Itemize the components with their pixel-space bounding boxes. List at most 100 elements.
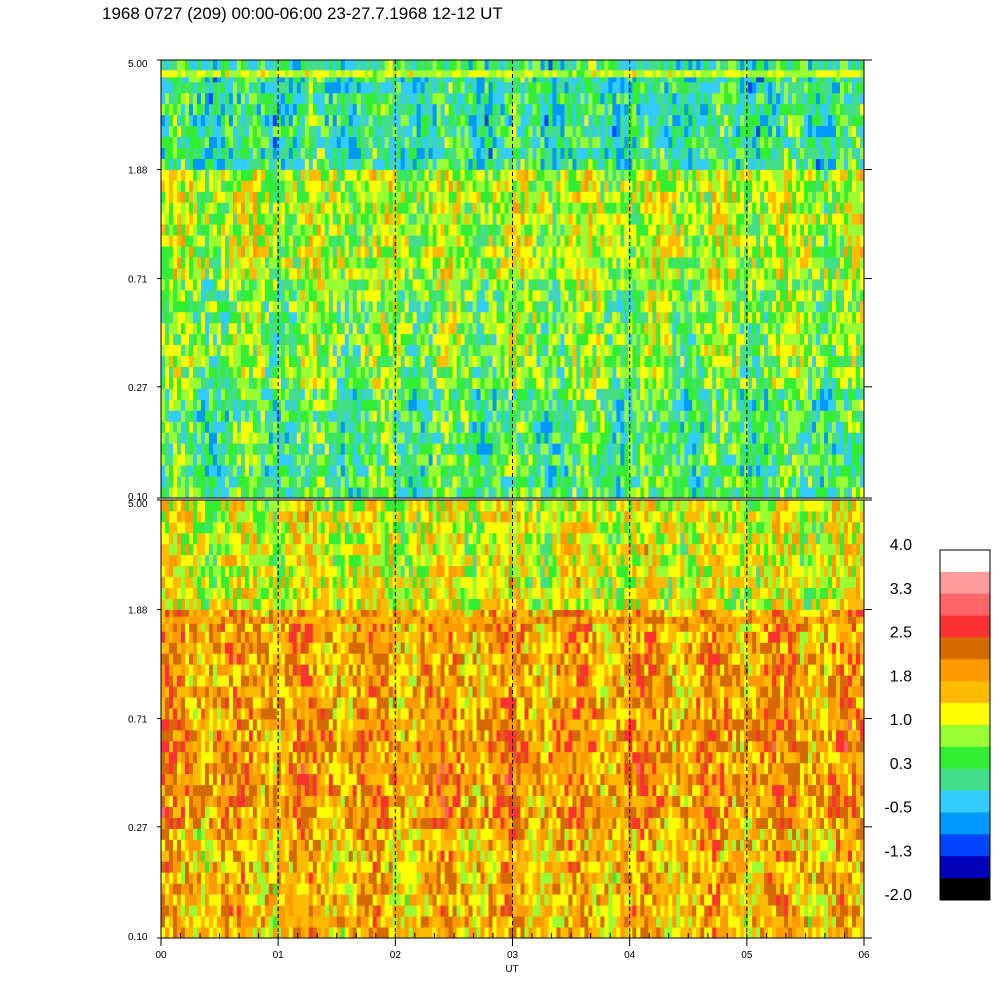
heatmap-cell bbox=[256, 191, 262, 203]
heatmap-cell bbox=[440, 399, 445, 411]
heatmap-cell bbox=[700, 355, 705, 367]
heatmap-cell bbox=[312, 246, 318, 258]
heatmap-cell bbox=[384, 487, 390, 498]
heatmap-cell bbox=[568, 421, 573, 433]
heatmap-cell bbox=[568, 235, 573, 247]
heatmap-cell bbox=[576, 432, 581, 444]
heatmap-cell bbox=[268, 213, 274, 225]
heatmap-cell bbox=[196, 465, 202, 477]
heatmap-cell bbox=[356, 443, 362, 455]
heatmap-cell bbox=[768, 333, 773, 346]
heatmap-cell bbox=[320, 322, 326, 335]
heatmap-cell bbox=[208, 268, 214, 280]
heatmap-cell bbox=[624, 246, 629, 258]
heatmap-cell bbox=[204, 476, 210, 488]
heatmap-cell bbox=[292, 289, 298, 302]
heatmap-cell bbox=[692, 465, 697, 477]
heatmap-cell bbox=[552, 410, 557, 422]
heatmap-cell bbox=[500, 355, 505, 367]
heatmap-cell bbox=[776, 443, 781, 455]
heatmap-cell bbox=[772, 246, 777, 258]
heatmap-cell bbox=[556, 289, 561, 302]
heatmap-cell bbox=[488, 333, 493, 346]
heatmap-cell bbox=[224, 279, 230, 291]
heatmap-cell bbox=[616, 487, 621, 498]
heatmap-cell bbox=[260, 333, 266, 346]
heatmap-cell bbox=[764, 322, 769, 335]
heatmap-cell bbox=[388, 235, 394, 247]
heatmap-cell bbox=[336, 333, 342, 346]
heatmap-cell bbox=[336, 388, 342, 400]
heatmap-cell bbox=[208, 322, 214, 335]
heatmap-cell bbox=[652, 235, 657, 247]
heatmap-cell bbox=[432, 279, 437, 291]
heatmap-cell bbox=[808, 410, 813, 422]
heatmap-cell bbox=[272, 454, 278, 466]
heatmap-cell bbox=[532, 421, 537, 433]
heatmap-cell bbox=[604, 421, 609, 433]
heatmap-cell bbox=[852, 289, 857, 302]
heatmap-cell bbox=[780, 300, 785, 313]
heatmap-cell bbox=[192, 344, 198, 357]
heatmap-cell bbox=[436, 399, 441, 411]
heatmap-cell bbox=[620, 202, 625, 214]
heatmap-cell bbox=[384, 410, 390, 422]
heatmap-cell bbox=[432, 257, 437, 269]
heatmap-cell bbox=[808, 224, 813, 236]
heatmap-cell bbox=[844, 235, 849, 247]
heatmap-cell bbox=[208, 224, 214, 236]
heatmap-cell bbox=[268, 487, 274, 498]
heatmap-cell bbox=[476, 257, 481, 269]
heatmap-cell bbox=[456, 289, 461, 302]
heatmap-cell bbox=[456, 454, 461, 466]
heatmap-cell bbox=[748, 246, 753, 258]
heatmap-cell bbox=[820, 443, 825, 455]
heatmap-cell bbox=[740, 487, 745, 498]
heatmap-cell bbox=[380, 246, 386, 258]
heatmap-cell bbox=[352, 487, 358, 498]
heatmap-cell bbox=[828, 235, 833, 247]
heatmap-cell bbox=[204, 202, 210, 214]
heatmap-cell bbox=[460, 322, 465, 335]
heatmap-cell bbox=[532, 377, 537, 389]
heatmap-cell bbox=[832, 388, 837, 400]
heatmap-cell bbox=[604, 300, 609, 313]
heatmap-cell bbox=[668, 421, 673, 433]
heatmap-cell bbox=[404, 377, 410, 389]
heatmap-cell bbox=[360, 235, 366, 247]
heatmap-cell bbox=[280, 300, 286, 313]
heatmap-cell bbox=[456, 213, 461, 225]
heatmap-cell bbox=[392, 388, 398, 400]
heatmap-cell bbox=[740, 202, 745, 214]
heatmap-cell bbox=[340, 487, 346, 498]
heatmap-cell bbox=[404, 476, 410, 488]
heatmap-cell bbox=[512, 202, 517, 214]
heatmap-cell bbox=[368, 279, 374, 291]
heatmap-cell bbox=[612, 487, 617, 498]
heatmap-cell bbox=[308, 454, 314, 466]
heatmap-cell bbox=[648, 432, 653, 444]
heatmap-cell bbox=[408, 191, 414, 203]
heatmap-cell bbox=[772, 421, 777, 433]
heatmap-cell bbox=[736, 432, 741, 444]
heatmap-cell bbox=[668, 333, 673, 346]
heatmap-cell bbox=[816, 279, 821, 291]
heatmap-cell bbox=[164, 355, 170, 367]
heatmap-cell bbox=[772, 432, 777, 444]
heatmap-cell bbox=[328, 421, 334, 433]
heatmap-cell bbox=[224, 300, 230, 313]
heatmap-cell bbox=[420, 224, 426, 236]
heatmap-cell bbox=[712, 454, 717, 466]
heatmap-cell bbox=[752, 410, 757, 422]
heatmap-cell bbox=[680, 289, 685, 302]
heatmap-cell bbox=[732, 465, 737, 477]
heatmap-cell bbox=[488, 377, 493, 389]
heatmap-cell bbox=[488, 410, 493, 422]
heatmap-cell bbox=[276, 333, 282, 346]
heatmap-cell bbox=[284, 246, 290, 258]
heatmap-cell bbox=[408, 257, 414, 269]
heatmap-cell bbox=[464, 344, 469, 357]
heatmap-cell bbox=[332, 366, 338, 378]
heatmap-cell bbox=[684, 224, 689, 236]
heatmap-cell bbox=[168, 322, 174, 335]
